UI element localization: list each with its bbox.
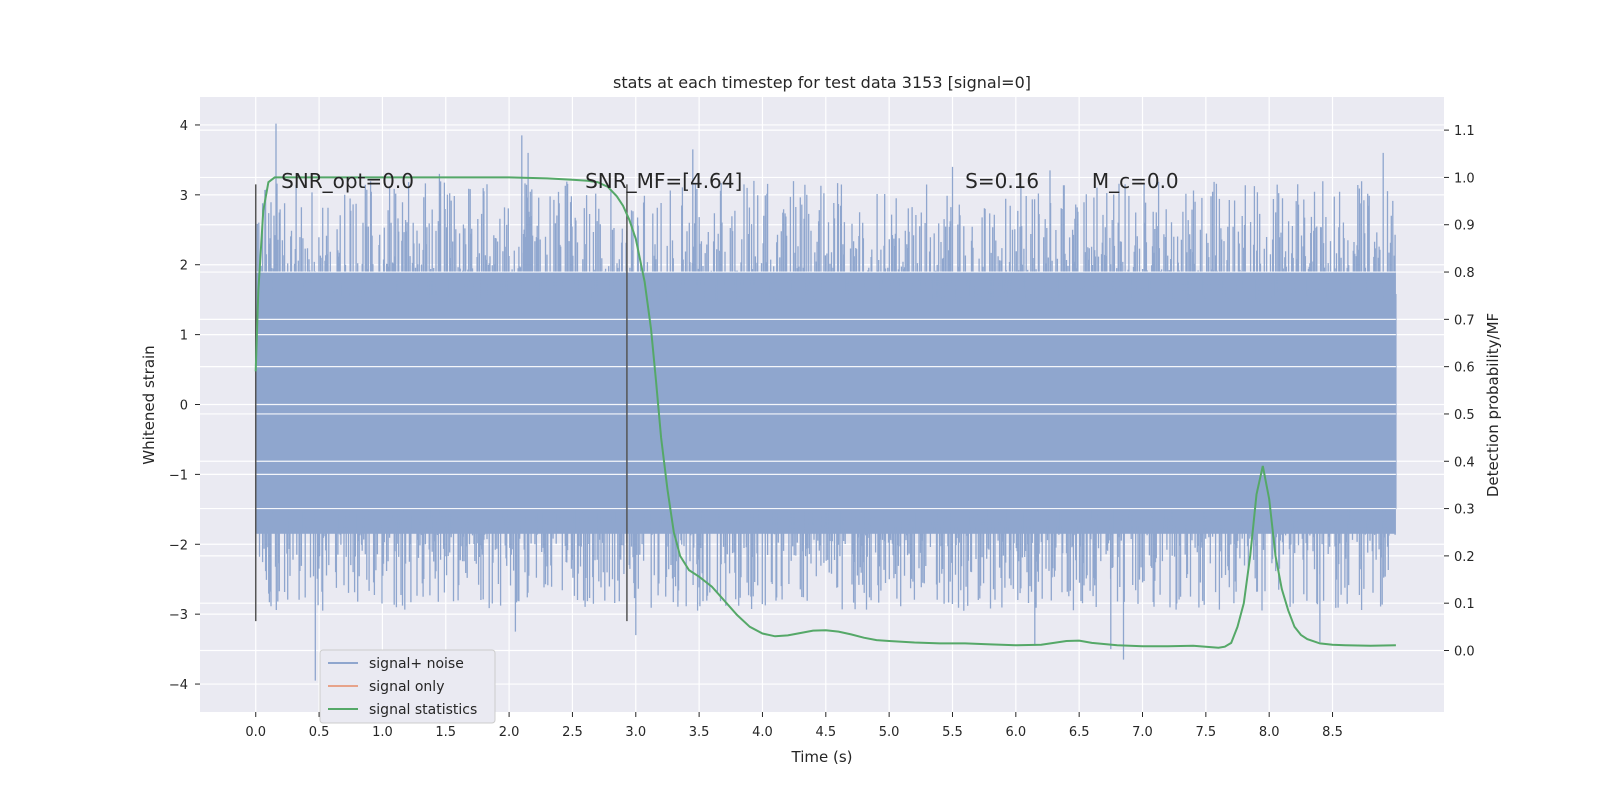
y-right-tick-label: 0.8 bbox=[1454, 266, 1475, 281]
y-tick-label: 0 bbox=[180, 399, 188, 414]
y-right-tick-label: 0.3 bbox=[1454, 503, 1475, 518]
annotations: SNR_opt=0.0 SNR_MF=[4.64] S=0.16 M_c=0.0 bbox=[281, 169, 1179, 193]
y-right-tick-label: 1.1 bbox=[1454, 124, 1475, 139]
y-right-tick-label: 0.0 bbox=[1454, 645, 1475, 660]
x-tick-label: 6.0 bbox=[1005, 725, 1026, 740]
y-right-tick-label: 0.5 bbox=[1454, 408, 1475, 423]
x-tick-label: 3.5 bbox=[689, 725, 710, 740]
y-right-tick-labels: 1.1 1.0 0.9 0.8 0.7 0.6 0.5 0.4 0.3 0.2 0.1 0.0 bbox=[1444, 124, 1475, 660]
y-right-axis-label: Detection probability/MF bbox=[1484, 313, 1502, 497]
y-axis-label: Whitened strain bbox=[140, 345, 158, 464]
x-tick-label: 0.0 bbox=[245, 725, 266, 740]
y-tick-label: 3 bbox=[180, 189, 188, 204]
y-tick-label: −2 bbox=[169, 538, 188, 553]
y-right-tick-label: 1.0 bbox=[1454, 171, 1475, 186]
x-tick-label: 1.5 bbox=[435, 725, 456, 740]
annotation-text: SNR_opt=0.0 bbox=[281, 169, 414, 193]
y-tick-label: −1 bbox=[169, 468, 188, 483]
x-tick-label: 2.0 bbox=[499, 725, 520, 740]
y-tick-label: 4 bbox=[180, 119, 188, 134]
y-right-tick-label: 0.9 bbox=[1454, 219, 1475, 234]
x-tick-label: 4.5 bbox=[815, 725, 836, 740]
x-axis-label: Time (s) bbox=[791, 748, 853, 766]
y-right-tick-label: 0.7 bbox=[1454, 313, 1475, 328]
x-tick-label: 4.0 bbox=[752, 725, 773, 740]
legend: signal+ noise signal only signal statist… bbox=[319, 649, 496, 724]
x-tick-label: 0.5 bbox=[309, 725, 330, 740]
legend-label-signal-statistics: signal statistics bbox=[369, 702, 477, 718]
x-tick-label: 7.0 bbox=[1132, 725, 1153, 740]
x-tick-label: 8.0 bbox=[1259, 725, 1280, 740]
x-tick-label: 2.5 bbox=[562, 725, 583, 740]
y-right-tick-label: 0.2 bbox=[1454, 550, 1475, 565]
y-tick-labels: 4 3 2 1 0 −1 −2 −3 −4 bbox=[169, 119, 200, 693]
y-right-tick-label: 0.4 bbox=[1454, 455, 1475, 470]
vertical-markers bbox=[254, 184, 628, 622]
signal-plus-noise-series bbox=[255, 123, 1397, 681]
annotation-text: S=0.16 bbox=[965, 169, 1039, 193]
y-right-tick-label: 0.6 bbox=[1454, 361, 1475, 376]
signal-statistics-series bbox=[254, 176, 1396, 649]
annotation-text: SNR_MF=[4.64] bbox=[585, 169, 742, 193]
legend-label-signal-noise: signal+ noise bbox=[369, 656, 464, 672]
x-tick-label: 8.5 bbox=[1322, 725, 1343, 740]
signal-statistics-line bbox=[254, 176, 1396, 649]
x-tick-label: 7.5 bbox=[1195, 725, 1216, 740]
x-tick-label: 6.5 bbox=[1069, 725, 1090, 740]
y-right-tick-label: 0.1 bbox=[1454, 597, 1475, 612]
y-tick-label: −4 bbox=[169, 678, 188, 693]
x-tick-label: 1.0 bbox=[372, 725, 393, 740]
x-tick-label: 5.5 bbox=[942, 725, 963, 740]
y-tick-label: 1 bbox=[180, 329, 188, 344]
legend-box bbox=[319, 649, 496, 724]
x-tick-labels: 0.0 0.5 1.0 1.5 2.0 2.5 3.0 3.5 4.0 4.5 5.0 5.5 6.0 6… bbox=[245, 712, 1343, 740]
chart-title: stats at each timestep for test data 315… bbox=[613, 73, 1031, 92]
y-tick-label: 2 bbox=[180, 259, 188, 274]
x-tick-label: 3.0 bbox=[625, 725, 646, 740]
annotation-text: M_c=0.0 bbox=[1092, 169, 1179, 193]
x-tick-label: 5.0 bbox=[879, 725, 900, 740]
legend-label-signal-only: signal only bbox=[369, 679, 444, 695]
y-tick-label: −3 bbox=[169, 608, 188, 623]
